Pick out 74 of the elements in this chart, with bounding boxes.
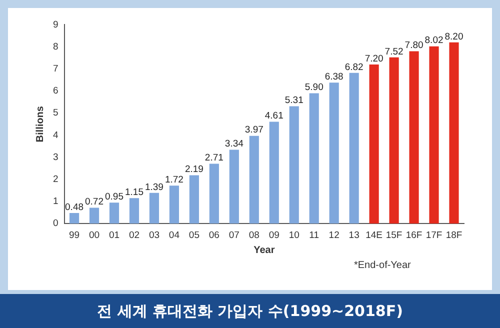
x-tick-label: 15F xyxy=(386,230,402,241)
y-tick-label: 1 xyxy=(52,196,58,208)
data-label: 0.72 xyxy=(85,196,104,208)
data-label: 6.38 xyxy=(324,71,344,82)
y-tick-label: 7 xyxy=(52,64,58,75)
bar xyxy=(389,57,399,224)
y-tick-label: 0 xyxy=(52,218,58,230)
y-axis-title: Billions xyxy=(34,106,46,142)
data-label: 4.61 xyxy=(264,110,284,122)
x-tick-label: 02 xyxy=(128,230,140,241)
x-tick-label: 00 xyxy=(88,230,100,241)
y-tick-label: 4 xyxy=(52,130,58,141)
x-tick-label: 07 xyxy=(228,230,240,241)
bar xyxy=(329,82,339,224)
bar xyxy=(209,164,219,224)
bar xyxy=(89,208,100,224)
data-label: 7.20 xyxy=(364,53,384,64)
data-label: 2.19 xyxy=(184,164,204,176)
y-tick-label: 9 xyxy=(52,19,58,30)
data-label: 5.31 xyxy=(284,95,304,106)
data-label: 0.95 xyxy=(105,191,124,202)
x-tick-label: 11 xyxy=(309,230,320,241)
y-tick-label: 6 xyxy=(52,86,58,97)
x-tick-label: 05 xyxy=(188,230,200,241)
bar xyxy=(449,42,459,224)
x-tick-label: 06 xyxy=(208,230,220,241)
y-tick-label: 5 xyxy=(52,108,58,119)
x-tick-label: 03 xyxy=(148,230,160,241)
data-label: 0.48 xyxy=(65,202,84,213)
bar xyxy=(169,186,179,224)
bar xyxy=(189,175,199,224)
x-tick-label: 14E xyxy=(366,230,383,241)
bar xyxy=(229,150,239,224)
bar xyxy=(309,93,319,224)
x-tick-label: 10 xyxy=(288,230,300,241)
x-tick-label: 08 xyxy=(248,230,260,241)
data-label: 6.82 xyxy=(344,62,364,73)
data-label: 3.34 xyxy=(224,138,244,150)
x-tick-label: 99 xyxy=(68,230,80,241)
x-axis-title: Year xyxy=(254,244,275,256)
bar xyxy=(429,46,439,224)
x-tick-label: 17F xyxy=(426,230,442,241)
bar xyxy=(109,202,120,224)
x-tick-label: 01 xyxy=(108,230,120,241)
y-tick-label: 8 xyxy=(52,41,58,52)
data-label: 2.71 xyxy=(204,152,224,164)
x-tick-label: 09 xyxy=(268,230,280,241)
data-label: 1.15 xyxy=(124,187,144,198)
bar xyxy=(129,198,140,224)
data-label: 8.02 xyxy=(424,35,444,46)
bar xyxy=(289,106,299,224)
bar xyxy=(349,72,359,224)
data-label: 1.39 xyxy=(144,182,164,193)
bar xyxy=(149,192,160,224)
y-tick-label: 2 xyxy=(52,174,58,186)
bar xyxy=(269,122,279,224)
bar xyxy=(69,212,80,224)
x-tick-label: 18F xyxy=(446,230,462,241)
text: *End-of-Year xyxy=(354,260,411,271)
x-tick-label: 13 xyxy=(348,230,360,241)
data-label: 8.20 xyxy=(444,31,464,42)
data-label: 5.90 xyxy=(304,82,324,94)
data-label: 3.97 xyxy=(244,124,264,136)
x-tick-label: 16F xyxy=(406,230,422,241)
bar xyxy=(369,64,379,224)
bar xyxy=(249,136,259,224)
data-label: 7.52 xyxy=(384,46,404,58)
data-label: 7.80 xyxy=(404,40,424,52)
bar xyxy=(409,51,419,224)
text: 전 세계 휴대전화 가입자 수(1999~2018F) xyxy=(0,294,500,328)
x-tick-label: 04 xyxy=(168,230,180,241)
y-tick-label: 3 xyxy=(52,152,58,163)
data-label: 1.72 xyxy=(164,174,184,186)
x-tick-label: 12 xyxy=(328,230,340,241)
